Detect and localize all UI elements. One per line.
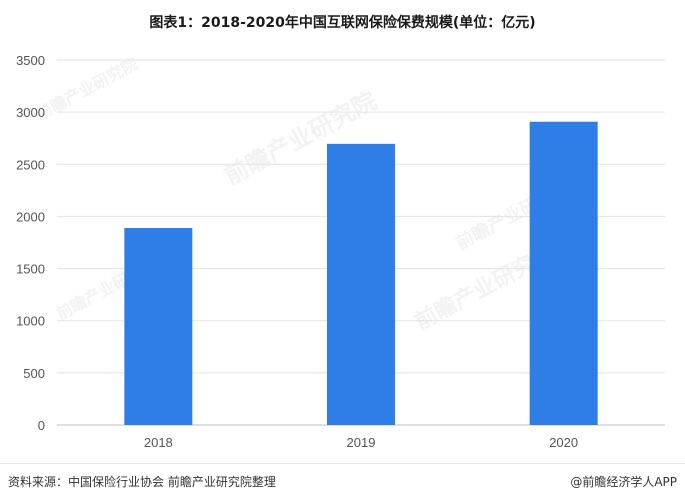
- y-tick-label: 500: [23, 366, 45, 381]
- y-tick-label: 2000: [16, 209, 45, 224]
- brand-label: @前瞻经济学人APP: [570, 475, 677, 489]
- y-tick-label: 1500: [16, 262, 45, 277]
- x-tick-label: 2019: [347, 435, 376, 450]
- y-tick-label: 2500: [16, 157, 45, 172]
- x-axis-ticks: 2018 2019 2020: [144, 435, 578, 450]
- source-note: 资料来源：中国保险行业协会 前瞻产业研究院整理: [8, 475, 276, 489]
- bar-2020: [529, 121, 598, 425]
- footer: 资料来源：中国保险行业协会 前瞻产业研究院整理 @前瞻经济学人APP: [0, 463, 685, 499]
- x-tick-label: 2018: [144, 435, 173, 450]
- bar-2019: [327, 143, 395, 426]
- y-tick-label: 1000: [16, 314, 45, 329]
- bar-2018: [124, 228, 193, 425]
- y-tick-label: 3000: [16, 105, 45, 120]
- bars: [124, 121, 598, 426]
- y-tick-label: 0: [38, 418, 45, 433]
- y-tick-label: 3500: [16, 53, 45, 68]
- x-tick-label: 2020: [549, 435, 578, 450]
- y-axis-ticks: 0 500 1000 1500 2000 2500 3000 3500: [16, 53, 45, 433]
- watermark-text: 前瞻产业研究院: [33, 54, 141, 123]
- chart-title: 图表1：2018-2020年中国互联网保险保费规模(单位：亿元): [149, 15, 536, 31]
